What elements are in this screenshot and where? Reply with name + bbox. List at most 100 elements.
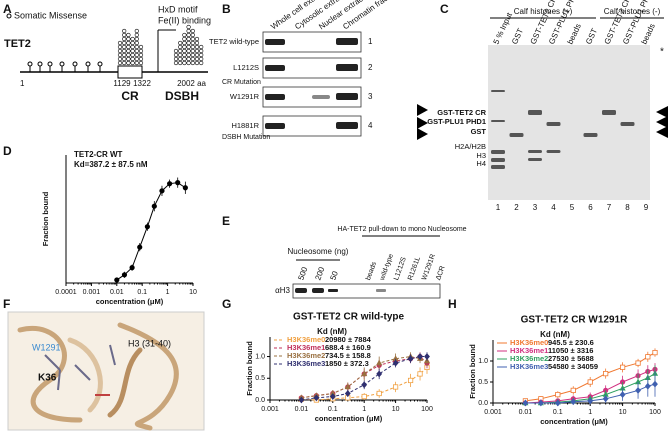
x-tick-label: 0.001 [484,409,502,416]
series-line [525,368,656,404]
data-point [137,244,143,250]
series-line [301,356,428,399]
data-point [159,188,165,194]
dot [130,52,135,58]
condition-label: Calf histones (-) [604,7,661,16]
data-point [175,180,181,186]
dot [186,28,191,34]
x-tick-label: 10 [619,409,627,416]
x-tick-label: 0.01 [295,406,309,413]
data-point [182,185,188,191]
western-blot [262,31,362,137]
data-point [313,394,320,402]
data-point [344,390,351,397]
row-number: 2 [368,63,373,72]
dot [182,52,187,58]
antibody-label: αH3 [275,286,290,295]
x-tick-label: 0.001 [261,406,279,413]
series-line [525,352,656,402]
dot [138,48,144,54]
band [528,110,542,115]
data-point [570,398,577,406]
data-point [619,391,626,399]
panel-letter: G [222,297,231,311]
blot-bands [265,38,358,129]
data-point [652,380,658,388]
row-label: H1881R [231,121,259,130]
data-point [587,397,594,405]
band [620,122,635,126]
data-point [329,393,336,400]
legend-entry: H3K36me1 [287,343,325,352]
dot [37,61,43,67]
x-tick-label: 10 [189,289,197,296]
domain-label: DSBH [165,89,199,103]
x-tick-label: 1 [362,406,366,413]
dot [178,60,183,66]
dot [173,56,179,62]
legend-kd: 1850 ± 372.3 [325,359,369,368]
x-axis-label: concentration (μM) [315,414,383,423]
x-tick-label: 100 [649,409,661,416]
y-axis-label: Fraction bound [41,191,50,246]
panel-letter: F [3,297,10,311]
label: Fe(II) binding [158,15,211,25]
band [491,120,505,122]
row-number: 3 [368,92,373,101]
band [491,90,505,92]
dot [190,44,195,50]
lane-number: 4 [551,203,556,212]
dot [130,44,135,50]
data-point [392,384,399,390]
lane-label: R1261L [407,256,422,282]
domain-label: CR [121,89,139,103]
data-point [417,353,423,360]
x-tick-label: 0.01 [519,409,533,416]
dot [126,48,131,54]
x-tick-label: 0.1 [328,406,338,413]
data-point [298,396,305,404]
dot [126,32,131,38]
dot [182,40,187,46]
dot [130,56,135,62]
dot [138,52,144,58]
lane-label: beads [640,22,657,46]
dot [130,40,135,46]
structure-label: W1291 [32,342,61,352]
data-point [361,393,367,400]
data-point [129,265,135,271]
data-point [121,272,128,278]
dot [122,28,127,34]
position-label: 1 [20,79,25,88]
dot [190,48,195,54]
data-point [620,364,626,370]
legend-entry: H3K36me2 [287,351,325,360]
dot [117,44,123,50]
series-line [301,367,428,401]
dot [199,56,204,62]
x-tick-label: 1 [166,289,170,296]
marker-label: H2A/H2B [455,142,486,151]
legend-entry: TET2-CR WT [74,150,123,159]
dot [199,60,204,66]
data-point [376,370,383,378]
x-tick-label: 0.01 [110,289,124,296]
mutation-marks [27,24,204,72]
y-tick-label: 0.5 [478,379,488,386]
series-line [525,383,656,404]
dot [190,36,195,42]
row-label: W1291R [230,92,260,101]
dot [194,36,200,42]
band [491,150,505,154]
dot [178,56,183,62]
data-point [361,381,368,389]
lane-label: L1212S [393,256,408,281]
data-point [114,277,120,283]
legend-entry: H3K36me3 [287,359,325,368]
group-title: Nucleosome (ng) [288,247,349,256]
x-tick-label: 0.001 [83,289,101,296]
position-label: 1129 [113,79,131,88]
panel-letter: B [222,2,231,16]
condition-label: Calf histones (+) [514,7,573,16]
dot [47,61,53,67]
